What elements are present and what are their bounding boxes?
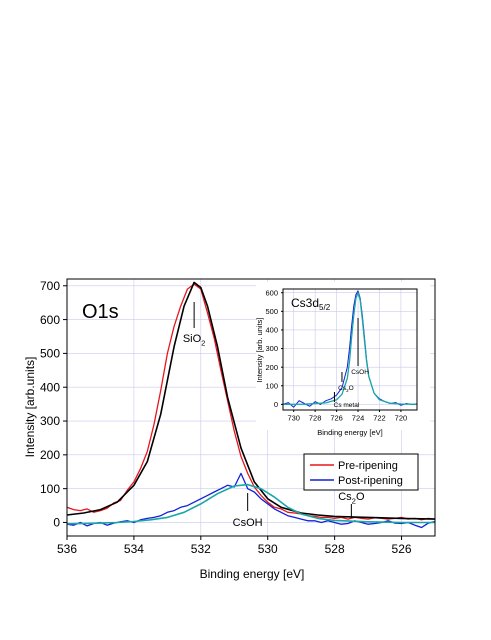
main-title: O1s — [82, 301, 119, 323]
inset-series-layer — [282, 290, 418, 408]
y-tick-label: 0 — [274, 400, 278, 409]
y-tick-label: 300 — [265, 344, 278, 353]
x-tick-label: 528 — [325, 542, 345, 556]
x-tick-label: 726 — [330, 414, 343, 423]
x-tick-label: 532 — [191, 542, 211, 556]
annotation-label: Cs2O — [338, 491, 365, 505]
x-tick-label: 534 — [124, 542, 144, 556]
fit-curve-0 — [282, 292, 418, 406]
inset-axes: 730 728 726 724 722 720 0 100 200 300 400 500 600 — [265, 288, 407, 422]
y-tick-label: 700 — [40, 279, 60, 293]
legend: Pre-ripening Post-ripening — [303, 453, 419, 491]
y-tick-label: 500 — [40, 347, 60, 361]
y-tick-label: 400 — [40, 380, 60, 394]
y-tick-label: 500 — [265, 307, 278, 316]
x-tick-label: 730 — [287, 414, 300, 423]
x-tick-label: 722 — [373, 414, 386, 423]
y-tick-label: 400 — [265, 326, 278, 335]
y-tick-label: 200 — [40, 448, 60, 462]
legend-box — [303, 453, 419, 491]
x-tick-label: 724 — [352, 414, 365, 423]
annotation-label: Cs metal — [334, 402, 360, 409]
y-tick-label: 600 — [265, 288, 278, 297]
x-tick-label: 536 — [57, 542, 77, 556]
y-tick-label: 100 — [265, 381, 278, 390]
x-tick-label: 530 — [258, 542, 278, 556]
legend-label-post: Post-ripening — [338, 475, 403, 487]
x-tick-label: 720 — [395, 414, 408, 423]
annotation-label: CsOH — [233, 517, 263, 529]
y-tick-label: 200 — [265, 363, 278, 372]
annotation-label: Cs2O — [338, 385, 354, 393]
inset-y-axis-label: Intensity [arb. units] — [255, 317, 264, 382]
inset-title: Cs3d5/2 — [291, 296, 331, 312]
legend-label-pre: Pre-ripening — [338, 460, 398, 472]
y-tick-label: 300 — [40, 414, 60, 428]
x-tick-label: 728 — [309, 414, 322, 423]
main-plot-frame — [66, 278, 436, 537]
inset-x-axis-label: Binding energy [eV] — [317, 428, 382, 437]
main-axes: 536 534 532 530 528 526 0 100 200 300 400 500 600 700 — [40, 279, 412, 556]
main-y-axis-label: Intensity [arb.units] — [23, 357, 37, 458]
y-tick-label: 0 — [53, 516, 60, 530]
inset-annotations: CsOH Cs2O Cs metal — [334, 318, 369, 409]
main-x-axis-label: Binding energy [eV] — [200, 567, 305, 581]
x-tick-label: 526 — [392, 542, 412, 556]
main-annotations: SiO2 CsOH Cs2O — [183, 302, 365, 529]
inset-plot-frame — [282, 288, 418, 411]
main-series-layer — [66, 281, 436, 529]
annotation-label: CsOH — [351, 369, 369, 376]
fit-curve-1 — [66, 483, 435, 525]
fit-curve-0 — [66, 281, 436, 520]
annotation-label: SiO2 — [183, 333, 206, 347]
y-tick-label: 100 — [40, 482, 60, 496]
y-tick-label: 600 — [40, 313, 60, 327]
